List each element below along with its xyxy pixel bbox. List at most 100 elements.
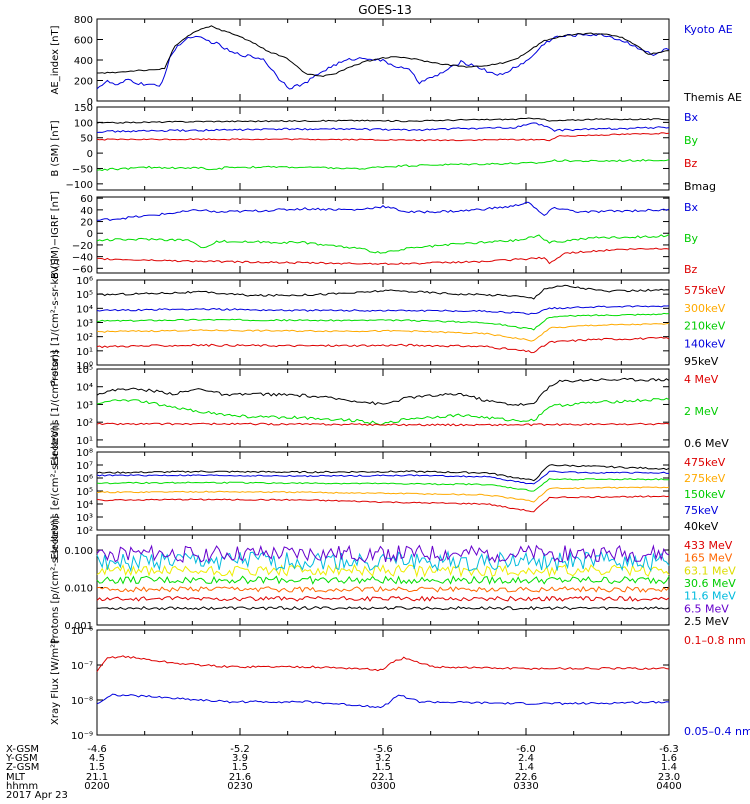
legend-entry: 0.6 MeV xyxy=(684,437,729,450)
y-tick-label: 10⁴ xyxy=(76,304,93,315)
legend-entry: 11.6 MeV xyxy=(684,590,736,603)
series-line xyxy=(96,336,670,354)
series-line xyxy=(96,470,669,485)
y-tick-label: 600 xyxy=(74,36,93,47)
series-line xyxy=(96,233,670,254)
legend-entry: Bz xyxy=(684,263,698,276)
legend-entry: 95keV xyxy=(684,355,719,368)
y-tick-label: 10⁻⁶ xyxy=(71,626,93,637)
y-tick-label: 10⁴ xyxy=(76,383,93,394)
panel-8: 10⁻⁹ 10⁻⁸ 10⁻⁷ 10⁻⁶ Xray Flux [W/m²] 0.1–0.8 … xyxy=(50,626,750,742)
y-axis-label: B (SM) [nT] xyxy=(50,120,61,176)
panel-frame xyxy=(96,106,670,191)
legend-entry: 140keV xyxy=(684,337,726,350)
orbit-value-x_gsm: -6.0 xyxy=(516,744,536,755)
series-line xyxy=(96,312,670,331)
legend-entry: 2.5 MeV xyxy=(684,615,729,628)
y-tick-label: −40 xyxy=(72,253,93,264)
y-tick-label: 800 xyxy=(74,15,93,26)
panel-2: −100 −50 0 50 100 150 B (SM) [nT] Bx By Bz Bmag xyxy=(50,103,716,193)
legend-entry: Bz xyxy=(684,157,698,170)
y-tick-label: 10³ xyxy=(76,400,93,411)
y-tick-label: 10⁰ xyxy=(76,361,93,372)
series-line xyxy=(96,595,670,602)
orbit-value-y_gsm: 2.4 xyxy=(518,753,534,764)
y-tick-label: 100 xyxy=(74,118,93,129)
orbit-value-x_gsm: -5.6 xyxy=(373,744,393,755)
y-tick-label: −60 xyxy=(72,264,93,275)
legend-entry: 0.05–0.4 nm xyxy=(684,725,750,738)
y-tick-label: 200 xyxy=(74,77,93,88)
orbit-row-label: Y-GSM xyxy=(5,753,38,764)
y-tick-label: 10¹ xyxy=(76,436,93,447)
legend-entry: Kyoto AE xyxy=(684,23,733,36)
y-tick-label: 10³ xyxy=(76,319,93,330)
y-axis-label: Xray Flux [W/m²] xyxy=(50,640,61,725)
series-line xyxy=(97,605,670,611)
legend-entry: 475keV xyxy=(684,456,726,469)
series-line xyxy=(96,495,670,513)
series-line xyxy=(96,32,670,90)
orbit-value-mlt: 21.6 xyxy=(229,772,251,783)
legend-entry: 63.1 MeV xyxy=(684,564,736,577)
series-line xyxy=(96,158,670,172)
plot-title: GOES-13 xyxy=(358,3,412,17)
panel-6: 10² 10³ 10⁴ 10⁵ 10⁶ 10⁷ 10⁸ Electrons [e/(cm²-s… xyxy=(50,422,726,559)
legend-entry: By xyxy=(684,134,699,147)
panel-frame xyxy=(96,196,670,274)
legend-entry: Bmag xyxy=(684,180,716,193)
legend-entry: 75keV xyxy=(684,504,719,517)
y-tick-label: 10³ xyxy=(76,513,93,524)
orbit-value-mlt: 22.6 xyxy=(515,772,537,783)
legend-entry: 150keV xyxy=(684,488,726,501)
series-line xyxy=(96,585,670,593)
orbit-value-z_gsm: 1.4 xyxy=(518,762,534,773)
series-line xyxy=(96,478,670,492)
series-line xyxy=(96,563,670,578)
y-tick-label: 10⁵ xyxy=(76,365,93,376)
legend-entry: 6.5 MeV xyxy=(684,602,729,615)
legend-entry: Bx xyxy=(684,201,699,214)
y-tick-label: −50 xyxy=(72,164,93,175)
orbit-value-y_gsm: 3.9 xyxy=(232,753,248,764)
y-tick-label: 10² xyxy=(76,333,93,344)
panel-5: 10¹ 10² 10³ 10⁴ 10⁵ Electrons [1/(cm²-s-sr)] 4… xyxy=(50,350,729,466)
orbit-value-x_gsm: -5.2 xyxy=(230,744,250,755)
y-tick-label: 10⁻⁹ xyxy=(71,731,93,742)
y-tick-label: 0.100 xyxy=(64,546,93,557)
y-axis-label: Electrons [e/(cm²-s-sr-keV)] xyxy=(50,422,61,559)
series-line xyxy=(96,122,670,133)
y-tick-label: 10⁴ xyxy=(76,500,93,511)
legend-entry: 275keV xyxy=(684,472,726,485)
y-tick-label: 10⁻⁸ xyxy=(71,696,93,707)
y-tick-label: 40 xyxy=(80,206,93,217)
orbit-value-z_gsm: 1.4 xyxy=(661,762,677,773)
y-tick-label: 60 xyxy=(80,194,93,205)
orbit-value-mlt: 21.1 xyxy=(86,772,108,783)
y-axis-label: Protons [p/(cm²-s-sr-keV)] xyxy=(50,516,61,644)
y-tick-label: 10¹ xyxy=(76,347,93,358)
legend-entry: 30.6 MeV xyxy=(684,577,736,590)
legend-entry: 575keV xyxy=(684,284,726,297)
y-tick-label: 10⁵ xyxy=(76,290,93,301)
y-tick-label: 50 xyxy=(80,134,93,145)
y-tick-label: 10² xyxy=(76,418,93,429)
series-line xyxy=(96,464,670,482)
y-tick-label: 10⁶ xyxy=(76,474,93,485)
y-axis-label: AE_index [nT] xyxy=(50,25,61,94)
y-tick-label: 0.001 xyxy=(64,621,93,632)
orbit-row-label: Z-GSM xyxy=(6,762,39,773)
y-tick-label: −20 xyxy=(72,241,93,252)
y-tick-label: 400 xyxy=(74,56,93,67)
series-line xyxy=(96,132,670,142)
panel-frame xyxy=(96,629,670,736)
y-axis-label: B (SM)−IGRF [nT] xyxy=(50,191,61,279)
orbit-row-label: MLT xyxy=(6,772,26,783)
series-line xyxy=(96,377,670,406)
y-tick-label: 10⁸ xyxy=(76,448,93,459)
orbit-value-hhmm: 0230 xyxy=(227,781,252,792)
